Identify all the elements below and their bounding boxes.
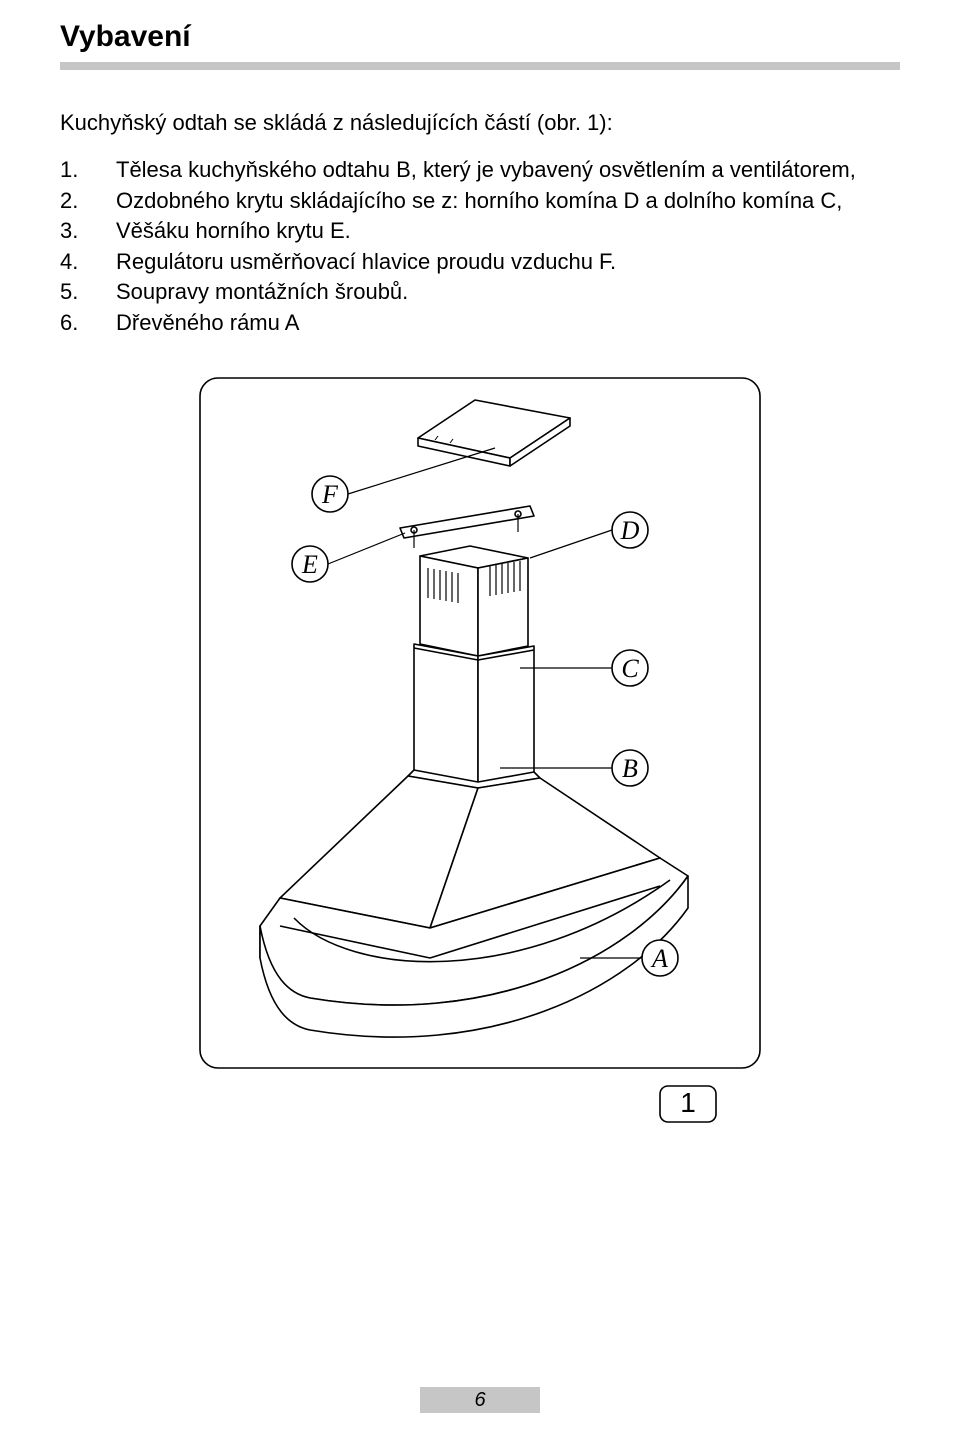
callout-E: E [292,546,328,582]
list-item-number: 1. [60,156,116,185]
title-divider [60,62,900,70]
list-item-text: Dřevěného rámu A [116,309,900,338]
page-number: 6 [420,1387,540,1413]
page-title: Vybavení [60,20,900,54]
list-item: 4. Regulátoru usměrňovací hlavice proudu… [60,248,900,277]
list-item: 5. Soupravy montážních šroubů. [60,278,900,307]
callout-F: F [312,476,348,512]
list-item-number: 4. [60,248,116,277]
callout-label: E [301,550,318,579]
list-item-text: Věšáku horního krytu E. [116,217,900,246]
callout-label: B [622,754,638,783]
list-item-number: 6. [60,309,116,338]
list-item-text: Regulátoru usměrňovací hlavice proudu vz… [116,248,900,277]
intro-text: Kuchyňský odtah se skládá z následujícíc… [60,110,900,136]
part-C [414,644,534,788]
list-item-number: 3. [60,217,116,246]
list-item: 2. Ozdobného krytu skládajícího se z: ho… [60,187,900,216]
page-number-text: 6 [474,1389,485,1412]
callout-label: D [620,516,640,545]
callout-D: D [612,512,648,548]
callout-B: B [612,750,648,786]
list-item: 6. Dřevěného rámu A [60,309,900,338]
callout-label: A [650,944,668,973]
figure-diagram: F E D C B [190,368,770,1128]
list-item-number: 5. [60,278,116,307]
list-item-number: 2. [60,187,116,216]
callout-label: C [621,654,639,683]
part-D [420,546,528,656]
callout-A: A [642,940,678,976]
figure-number-text: 1 [680,1087,696,1118]
callout-label: F [321,480,339,509]
parts-list: 1. Tělesa kuchyňského odtahu B, který je… [60,156,900,338]
list-item: 1. Tělesa kuchyňského odtahu B, který je… [60,156,900,185]
figure-wrap: F E D C B [60,368,900,1128]
page: Vybavení Kuchyňský odtah se skládá z nás… [0,0,960,1443]
figure-number: 1 [660,1086,716,1122]
list-item-text: Tělesa kuchyňského odtahu B, který je vy… [116,156,900,185]
list-item-text: Soupravy montážních šroubů. [116,278,900,307]
list-item-text: Ozdobného krytu skládajícího se z: horní… [116,187,900,216]
callout-C: C [612,650,648,686]
list-item: 3. Věšáku horního krytu E. [60,217,900,246]
